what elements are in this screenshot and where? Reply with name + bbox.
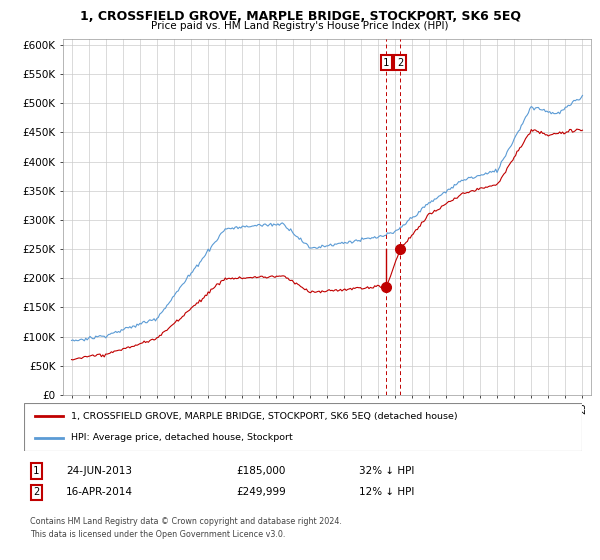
Text: HPI: Average price, detached house, Stockport: HPI: Average price, detached house, Stoc… — [71, 433, 293, 442]
FancyBboxPatch shape — [24, 403, 582, 451]
Text: 1, CROSSFIELD GROVE, MARPLE BRIDGE, STOCKPORT, SK6 5EQ (detached house): 1, CROSSFIELD GROVE, MARPLE BRIDGE, STOC… — [71, 412, 458, 421]
Text: 2: 2 — [33, 487, 40, 497]
Text: £249,999: £249,999 — [236, 487, 286, 497]
Text: 12% ↓ HPI: 12% ↓ HPI — [359, 487, 414, 497]
Text: 16-APR-2014: 16-APR-2014 — [66, 487, 133, 497]
Text: Contains HM Land Registry data © Crown copyright and database right 2024.
This d: Contains HM Land Registry data © Crown c… — [29, 517, 341, 539]
Text: 24-JUN-2013: 24-JUN-2013 — [66, 466, 132, 476]
Text: 32% ↓ HPI: 32% ↓ HPI — [359, 466, 414, 476]
Text: 1, CROSSFIELD GROVE, MARPLE BRIDGE, STOCKPORT, SK6 5EQ: 1, CROSSFIELD GROVE, MARPLE BRIDGE, STOC… — [79, 10, 521, 22]
Text: £185,000: £185,000 — [236, 466, 286, 476]
Text: 1: 1 — [33, 466, 40, 476]
Text: 1: 1 — [383, 58, 389, 68]
Text: 2: 2 — [397, 58, 403, 68]
Text: Price paid vs. HM Land Registry's House Price Index (HPI): Price paid vs. HM Land Registry's House … — [151, 21, 449, 31]
